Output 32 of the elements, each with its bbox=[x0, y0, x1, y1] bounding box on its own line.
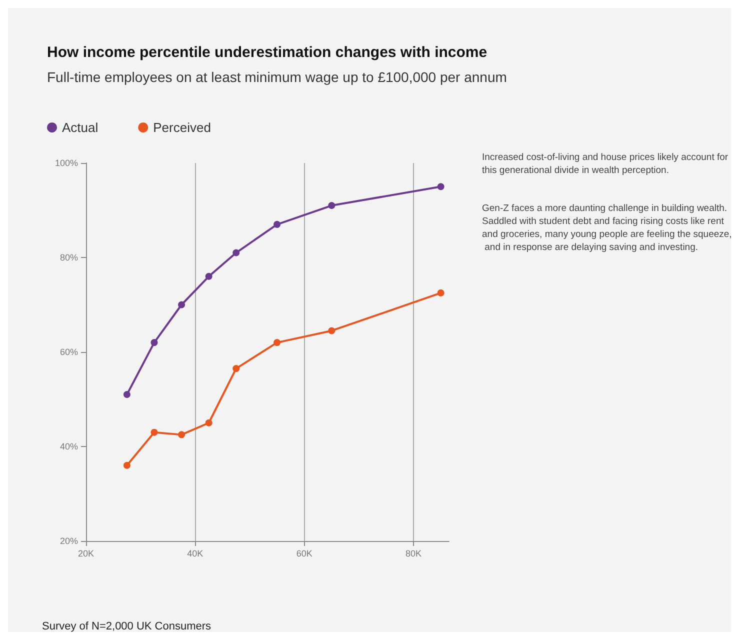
text: Survey of N=2,000 UK Consumers bbox=[42, 620, 212, 632]
point bbox=[232, 249, 240, 256]
y-tick-label: 100% bbox=[54, 158, 78, 168]
x-tick-label: 60K bbox=[296, 548, 312, 558]
point bbox=[437, 183, 444, 190]
x-tick-label: 80K bbox=[406, 548, 422, 558]
point bbox=[123, 462, 130, 469]
legend-label: Perceived bbox=[153, 120, 211, 135]
point bbox=[150, 428, 158, 436]
legend-label: Actual bbox=[62, 120, 98, 135]
y-tick-label: 20% bbox=[60, 536, 78, 546]
point bbox=[274, 220, 281, 228]
point bbox=[205, 272, 212, 280]
x-tick-label: 40K bbox=[187, 548, 204, 558]
chart-subtitle: Full-time employees on at least minimum wage up to £100,000 per annum bbox=[47, 69, 507, 85]
x-tick-label: 20K bbox=[78, 548, 94, 558]
point bbox=[274, 339, 281, 346]
point bbox=[205, 419, 212, 426]
point bbox=[123, 391, 130, 398]
chart-title: How income percentile underestimation changes with income bbox=[47, 44, 488, 61]
text: Gen-Z faces a more daunting challenge in building wealth. Saddled with student debt and facing rising costs like rent and groceries, many young people are feeling the squeeze, and in response are delaying saving and investing. bbox=[482, 203, 732, 253]
y-tick-label: 60% bbox=[60, 347, 78, 357]
point bbox=[150, 339, 158, 346]
point bbox=[328, 327, 336, 334]
point bbox=[437, 289, 444, 296]
y-tick-label: 80% bbox=[60, 252, 78, 262]
y-tick-label: 40% bbox=[60, 442, 78, 452]
point bbox=[178, 431, 186, 438]
point bbox=[328, 202, 336, 210]
text: Increased cost-of-living and house prices likely account for this generational divide in wealth perception. bbox=[482, 152, 731, 176]
point bbox=[178, 301, 186, 308]
point bbox=[232, 365, 240, 372]
